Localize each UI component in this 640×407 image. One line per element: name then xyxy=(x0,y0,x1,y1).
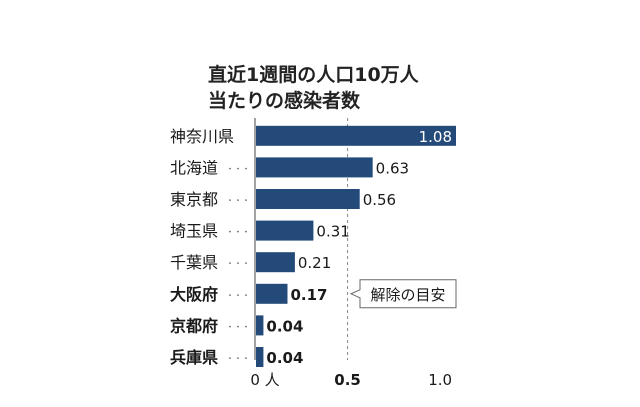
x-tick-label-0: 0 人 xyxy=(250,371,279,389)
value-label-3: 0.31 xyxy=(316,223,349,241)
category-leader-4: ・・・ xyxy=(226,259,250,268)
value-label-1: 0.63 xyxy=(376,159,409,177)
category-label-3: 埼玉県 xyxy=(170,222,218,241)
category-label-2: 東京都 xyxy=(170,190,218,209)
category-leader-3: ・・・ xyxy=(226,228,250,237)
title-line-2: 当たりの感染者数 xyxy=(208,90,361,112)
category-label-5: 大阪府 xyxy=(170,285,218,304)
x-tick-label-1: 0.5 xyxy=(334,371,361,389)
category-label-1: 北海道 xyxy=(170,158,218,177)
reference-annotation-box xyxy=(349,279,457,309)
bar-1 xyxy=(256,157,373,178)
value-label-5: 0.17 xyxy=(290,286,327,304)
bar-7 xyxy=(256,347,264,367)
value-label-0: 1.08 xyxy=(419,128,452,146)
category-label-4: 千葉県 xyxy=(170,253,218,272)
category-label-0: 神奈川県 xyxy=(170,127,234,146)
category-label-7: 兵庫県 xyxy=(170,348,218,367)
chart-title: 直近1週間の人口10万人 当たりの感染者数 xyxy=(208,62,419,114)
category-leader-1: ・・・ xyxy=(226,164,250,173)
bar-5 xyxy=(256,283,288,304)
value-label-7: 0.04 xyxy=(266,349,303,367)
value-label-4: 0.21 xyxy=(298,254,331,272)
value-label-2: 0.56 xyxy=(363,191,396,209)
bar-3 xyxy=(256,220,314,241)
category-leader-7: ・・・ xyxy=(226,354,250,363)
x-tick-label-2: 1.0 xyxy=(428,371,452,389)
reference-annotation: 解除の目安 xyxy=(370,286,445,304)
bar-0 xyxy=(256,125,456,146)
bar-4 xyxy=(256,252,295,273)
category-leader-6: ・・・ xyxy=(226,322,250,331)
value-label-6: 0.04 xyxy=(266,317,303,335)
category-leader-2: ・・・ xyxy=(226,196,250,205)
bar-6 xyxy=(256,315,264,336)
category-label-6: 京都府 xyxy=(170,316,218,335)
bar-2 xyxy=(256,189,360,209)
title-line-1: 直近1週間の人口10万人 xyxy=(208,64,419,86)
category-leader-5: ・・・ xyxy=(226,291,250,300)
